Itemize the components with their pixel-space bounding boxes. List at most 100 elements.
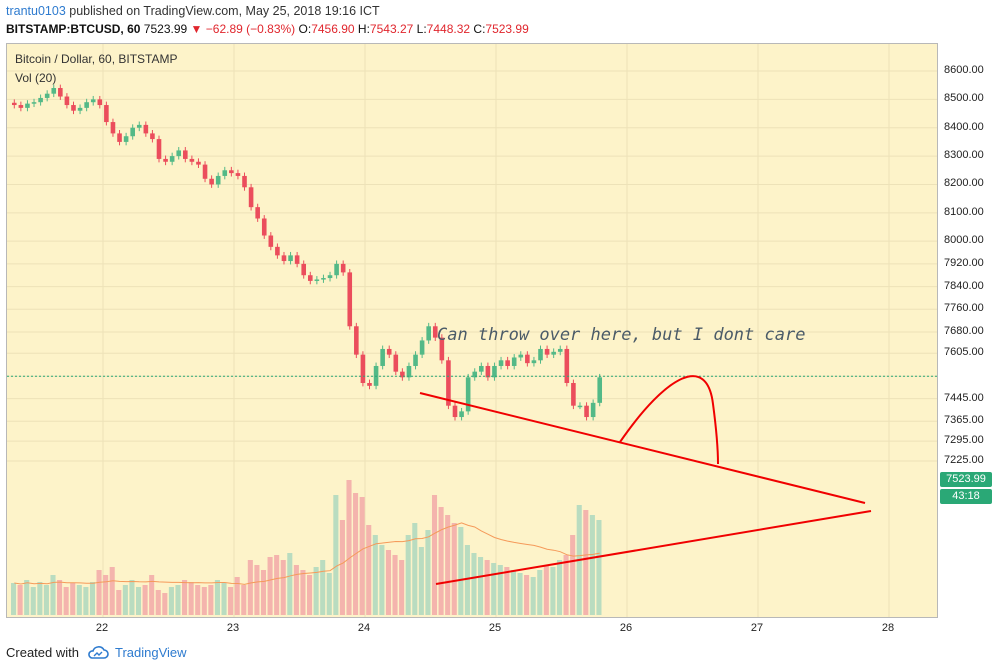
volume-bar bbox=[504, 567, 510, 615]
y-tick-label: 7920.00 bbox=[944, 256, 984, 269]
volume-bar bbox=[267, 557, 273, 615]
volume-bar bbox=[451, 523, 457, 615]
y-tick-label: 7760.00 bbox=[944, 302, 984, 315]
volume-bar bbox=[17, 585, 23, 615]
candle bbox=[479, 365, 484, 372]
candle bbox=[505, 360, 510, 366]
volume-bar bbox=[300, 570, 306, 615]
price-change: −62.89 (−0.83%) bbox=[205, 22, 296, 36]
volume-bar bbox=[399, 560, 405, 615]
volume-bar bbox=[109, 567, 115, 615]
candle bbox=[577, 405, 583, 408]
candle bbox=[334, 263, 339, 276]
triangle-lower-trendline bbox=[435, 510, 872, 585]
volume-bar bbox=[162, 593, 168, 615]
volume-bar bbox=[530, 577, 536, 615]
volume-bar bbox=[596, 520, 602, 615]
volume-bar bbox=[37, 582, 43, 615]
volume-bar bbox=[524, 575, 530, 615]
y-tick-label: 7605.00 bbox=[944, 346, 984, 359]
volume-bar bbox=[320, 560, 326, 615]
candle bbox=[130, 127, 135, 137]
x-tick-label: 28 bbox=[881, 622, 895, 634]
high-value: 7543.27 bbox=[369, 22, 414, 36]
chart-pane[interactable]: Bitcoin / Dollar, 60, BITSTAMP Vol (20) … bbox=[6, 43, 938, 618]
candle bbox=[25, 103, 30, 108]
candle bbox=[301, 263, 307, 276]
y-tick-label: 8000.00 bbox=[944, 234, 984, 247]
candle bbox=[248, 187, 254, 208]
volume-bar bbox=[418, 547, 424, 615]
volume-bar bbox=[155, 590, 161, 615]
volume-bar bbox=[412, 523, 418, 615]
y-tick-label: 7445.00 bbox=[944, 391, 984, 404]
volume-bar bbox=[313, 567, 319, 615]
volume-bar bbox=[280, 560, 286, 615]
candle bbox=[432, 326, 438, 338]
candle bbox=[294, 255, 300, 264]
candle bbox=[229, 170, 234, 174]
candle bbox=[413, 354, 418, 366]
low-label: L: bbox=[416, 22, 427, 36]
candle bbox=[571, 383, 576, 406]
author-link[interactable]: trantu0103 bbox=[6, 4, 66, 18]
volume-bar bbox=[464, 545, 470, 615]
triangle-upper-trendline bbox=[419, 392, 866, 504]
created-with-label: Created with bbox=[6, 645, 79, 660]
volume-bar bbox=[517, 573, 523, 615]
candle bbox=[531, 360, 537, 364]
candle bbox=[485, 365, 491, 378]
candle bbox=[58, 88, 63, 97]
candle bbox=[538, 348, 543, 361]
time-axis[interactable]: 22 23 24 25 26 27 28 bbox=[6, 618, 938, 640]
x-tick-label: 23 bbox=[226, 622, 240, 634]
volume-bar bbox=[214, 580, 220, 615]
volume-bar bbox=[385, 550, 392, 615]
candle bbox=[406, 365, 412, 378]
y-tick-label: 8400.00 bbox=[944, 120, 984, 133]
price-axis[interactable]: 8600.00 8500.00 8400.00 8300.00 8200.00 8100.… bbox=[938, 43, 995, 618]
cloud-logo-icon bbox=[88, 645, 109, 659]
candle bbox=[360, 354, 366, 383]
candle bbox=[511, 357, 517, 366]
candle bbox=[380, 348, 385, 366]
candle bbox=[288, 255, 293, 262]
volume-bar bbox=[556, 560, 563, 615]
candle bbox=[176, 150, 182, 157]
volume-bar bbox=[195, 585, 201, 615]
volume-bar bbox=[188, 582, 194, 615]
x-tick-label: 22 bbox=[95, 622, 109, 634]
candle bbox=[64, 96, 70, 106]
volume-bar bbox=[478, 557, 484, 615]
candle bbox=[268, 235, 274, 247]
x-tick-label: 25 bbox=[488, 622, 502, 634]
candle bbox=[38, 97, 43, 103]
volume-bar bbox=[287, 553, 293, 615]
chart-legend-title: Bitcoin / Dollar, 60, BITSTAMP bbox=[15, 52, 178, 66]
close-value: 7523.99 bbox=[485, 22, 529, 36]
volume-bar bbox=[168, 587, 174, 615]
candle bbox=[104, 105, 109, 123]
candle bbox=[400, 371, 405, 378]
candle bbox=[314, 279, 320, 281]
candle bbox=[163, 158, 168, 162]
tradingview-link[interactable]: TradingView bbox=[87, 645, 187, 660]
volume-bar bbox=[260, 570, 267, 615]
volume-bar bbox=[293, 565, 299, 615]
candle bbox=[189, 158, 195, 162]
open-label: O: bbox=[298, 22, 312, 36]
high-label: H: bbox=[357, 22, 370, 36]
candle bbox=[590, 402, 596, 418]
last-price-tag: 7523.99 bbox=[940, 472, 992, 487]
published-text: published on TradingView.com, May 25, 20… bbox=[69, 4, 380, 18]
candle bbox=[183, 150, 188, 159]
candle bbox=[156, 139, 162, 159]
candle bbox=[354, 326, 359, 355]
footer: Created with TradingView bbox=[6, 645, 187, 660]
volume-bar bbox=[563, 555, 569, 615]
volume-bar bbox=[201, 587, 207, 615]
x-tick-label: 26 bbox=[619, 622, 633, 634]
candle bbox=[97, 99, 103, 106]
open-value: 7456.90 bbox=[311, 22, 355, 36]
candle bbox=[44, 93, 50, 98]
